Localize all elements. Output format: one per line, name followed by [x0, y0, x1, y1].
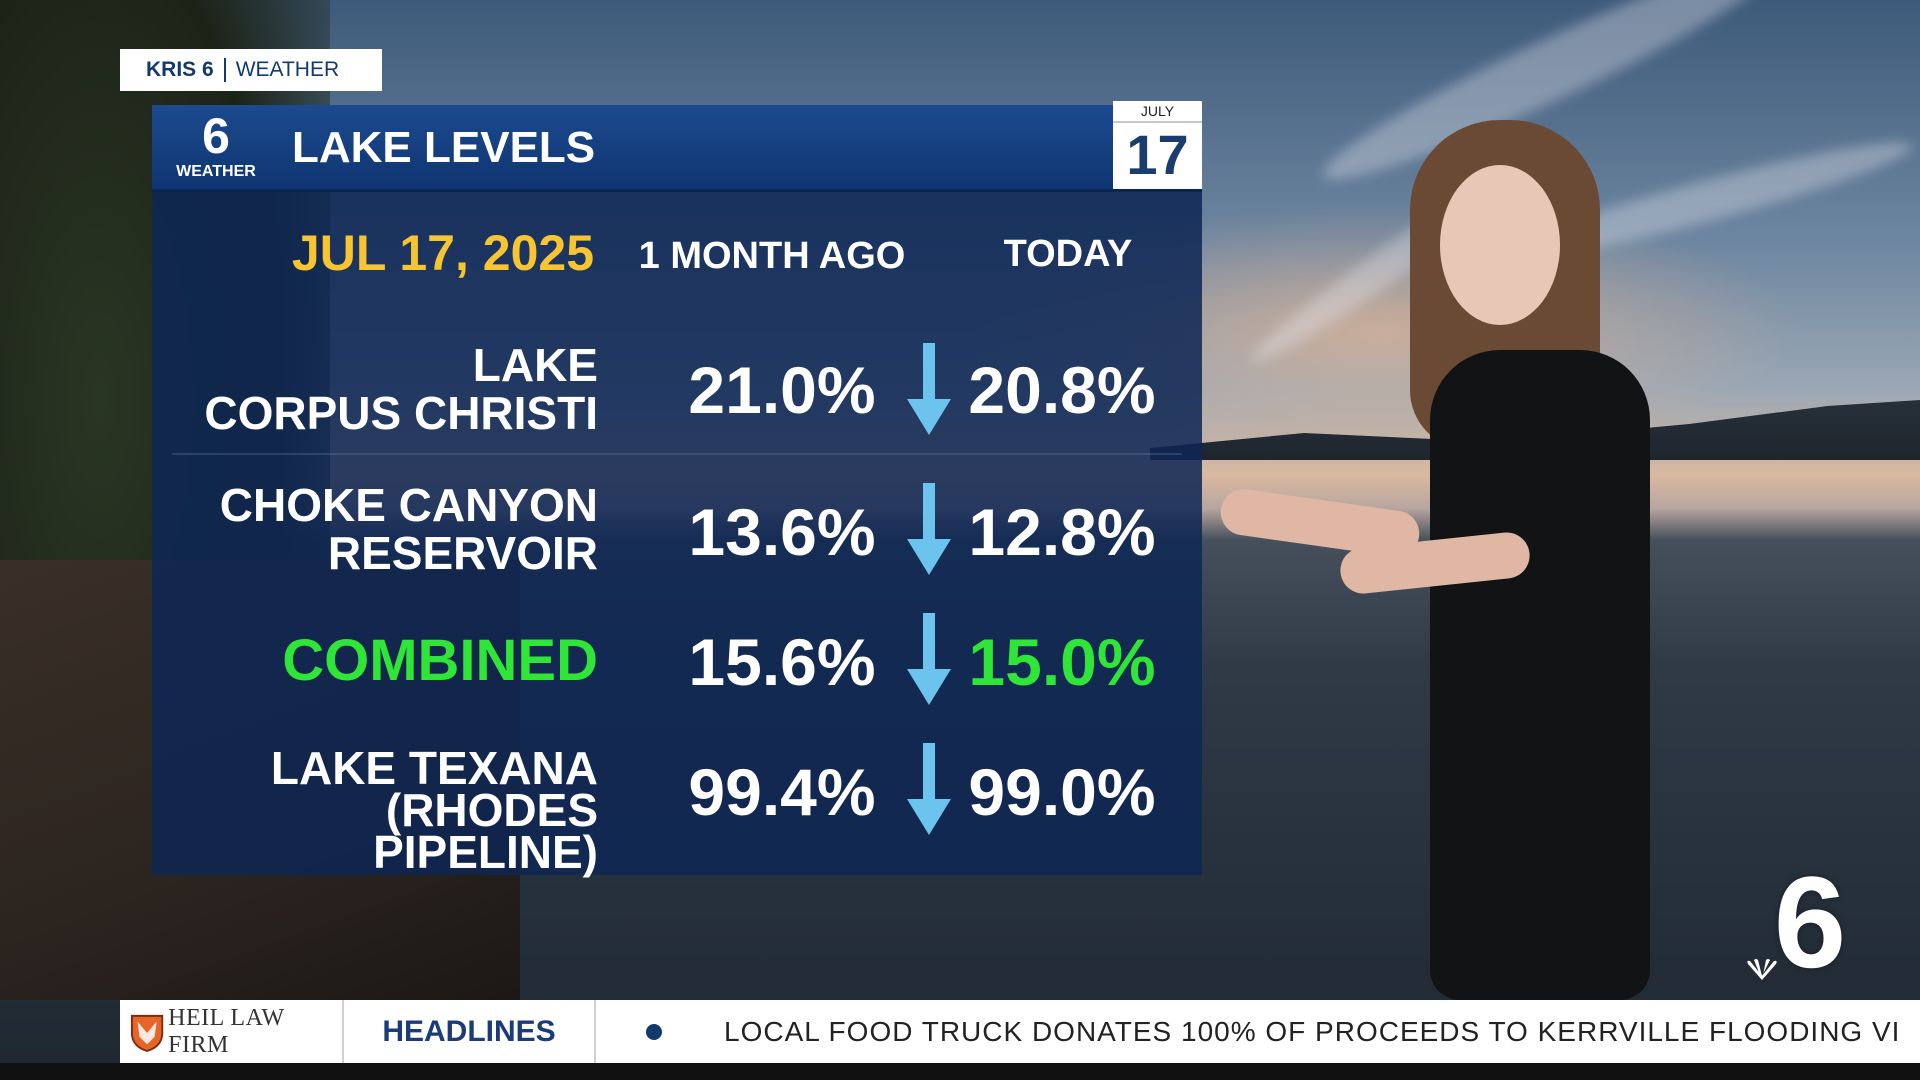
- page-title: LAKE LEVELS: [292, 123, 596, 172]
- panel-header: 6 WEATHER LAKE LEVELS: [152, 105, 1202, 192]
- lake-name-line: (RHODES PIPELINE): [373, 784, 598, 878]
- down-arrow-icon: [907, 483, 951, 575]
- level-past: 15.6%: [688, 625, 876, 699]
- news-ticker: HEIL LAW FIRM HEADLINES LOCAL FOOD TRUCK…: [120, 1000, 1920, 1063]
- lake-name-line: RESERVOIR: [327, 527, 598, 579]
- calendar-month: JULY: [1113, 101, 1202, 123]
- level-today: 20.8%: [968, 353, 1156, 427]
- bullet-icon: [646, 1024, 662, 1040]
- lake-name: CHOKE CANYON RESERVOIR: [152, 481, 598, 577]
- badge-divider: [223, 58, 226, 82]
- ticker-story: LOCAL FOOD TRUCK DONATES 100% OF PROCEED…: [724, 1016, 1901, 1047]
- station-badge: KRIS 6 WEATHER: [120, 49, 382, 91]
- lake-name-line: CHOKE CANYON: [219, 479, 598, 531]
- ticker-label: HEADLINES: [344, 1000, 596, 1063]
- down-arrow-icon: [907, 613, 951, 705]
- column-header-today: TODAY: [1003, 233, 1133, 275]
- lake-row: CHOKE CANYON RESERVOIR 13.6% 12.8%: [152, 477, 1202, 607]
- section-name: WEATHER: [235, 58, 340, 81]
- lake-row: LAKE TEXANA (RHODES PIPELINE) 99.4% 99.0…: [152, 737, 1202, 875]
- logo-number: 6: [202, 108, 230, 164]
- fox-shield-icon: [130, 1014, 164, 1052]
- station-name: KRIS 6: [146, 58, 214, 81]
- level-past: 13.6%: [688, 495, 876, 569]
- lake-name: LAKE CORPUS CHRISTI: [152, 341, 598, 437]
- lake-name-line: LAKE TEXANA: [270, 742, 598, 794]
- level-today: 15.0%: [968, 625, 1156, 699]
- calendar-day: 17: [1126, 123, 1189, 186]
- down-arrow-icon: [907, 743, 951, 835]
- sponsor-block: HEIL LAW FIRM: [120, 1000, 344, 1063]
- lake-name-line: LAKE: [472, 339, 598, 391]
- lake-name-line: CORPUS CHRISTI: [204, 387, 598, 439]
- level-past: 99.4%: [688, 755, 876, 829]
- channel-6-logo: 6: [1773, 849, 1847, 995]
- down-arrow-icon: [907, 343, 951, 435]
- presenter-dress: [1430, 350, 1650, 1000]
- lake-levels-panel: 6 WEATHER LAKE LEVELS JULY 17 JUL 17, 20…: [152, 101, 1202, 875]
- lake-row: LAKE CORPUS CHRISTI 21.0% 20.8%: [152, 333, 1202, 463]
- ticker-bottom-bar: [0, 1063, 1920, 1080]
- lake-name: LAKE TEXANA (RHODES PIPELINE): [152, 742, 598, 878]
- lake-name: COMBINED: [282, 628, 598, 693]
- date-label: JUL 17, 2025: [291, 225, 594, 281]
- presenter-face: [1440, 165, 1560, 325]
- peacock-icon: [1747, 959, 1777, 980]
- column-header-past: 1 MONTH AGO: [638, 235, 906, 277]
- lake-row-combined: COMBINED 15.6% 15.0%: [152, 607, 1202, 737]
- level-today: 12.8%: [968, 495, 1156, 569]
- logo-label: WEATHER: [176, 163, 256, 180]
- level-past: 21.0%: [688, 353, 876, 427]
- level-today: 99.0%: [968, 755, 1156, 829]
- sponsor-name: HEIL LAW FIRM: [168, 1004, 285, 1058]
- row-divider: [172, 453, 1182, 455]
- calendar-date-icon: JULY 17: [1113, 101, 1202, 189]
- weather-logo: 6 WEATHER: [170, 109, 262, 181]
- weather-presenter: [1200, 120, 1760, 1000]
